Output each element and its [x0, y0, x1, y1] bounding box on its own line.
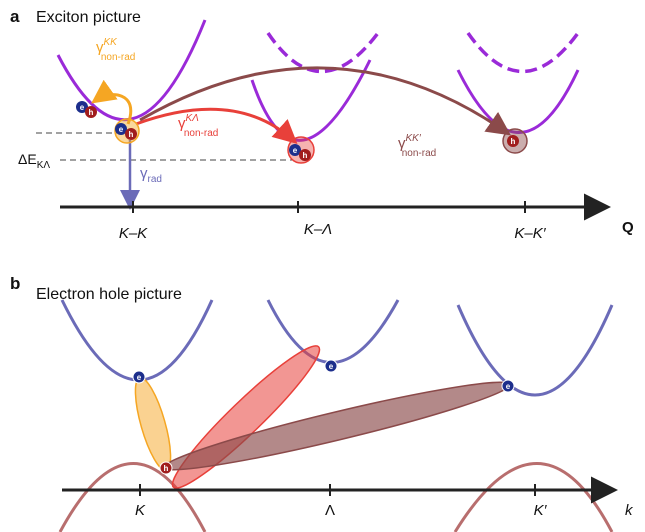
tick-label-kk: K–K — [119, 225, 148, 242]
tick-label-k: K — [135, 502, 146, 519]
electron-lambda: e — [324, 359, 338, 373]
hole-label: h — [89, 108, 94, 117]
axis-label-q: Q — [622, 219, 634, 236]
tick-label-lambda: Λ — [325, 502, 335, 519]
dispersion-kkprime-upper — [466, 31, 580, 74]
hole-dot — [507, 135, 519, 147]
exciton-ellipse-kk — [134, 376, 172, 472]
conduction-band-k — [60, 299, 214, 382]
panel-b-letter: b — [10, 274, 20, 293]
hole-label: h — [164, 464, 169, 473]
dispersion-kkprime — [456, 69, 580, 134]
electron-kprime: e — [501, 379, 515, 393]
eh-pair-kkprime: h — [507, 135, 519, 147]
electron-label: e — [137, 373, 142, 382]
eh-pair-kk: e h — [115, 123, 137, 140]
hole-k: h — [159, 461, 173, 475]
hole-dot — [85, 106, 97, 118]
dispersion-klambda — [250, 59, 372, 142]
eh-pair-upper: e h — [76, 101, 97, 118]
hole-dot — [159, 461, 173, 475]
panel-a-letter: a — [10, 7, 20, 26]
electron-dot — [76, 101, 88, 113]
dispersion-kk — [56, 19, 207, 121]
axis-label-k: k — [625, 502, 634, 519]
electron-label: e — [329, 362, 334, 371]
valence-band-kprime — [453, 462, 614, 532]
label-gamma-rad: γrad — [140, 165, 162, 185]
tick-label-kkprime: K–K′ — [514, 225, 546, 242]
electron-dot — [324, 359, 338, 373]
tick-label-kprime: K′ — [534, 502, 548, 519]
hole-dot — [125, 128, 137, 140]
label-gamma-kk: γKK non-rad — [96, 37, 135, 63]
panel-b: b Electron hole picture e e e h — [10, 274, 634, 532]
arrow-kkprime-nonrad — [139, 66, 511, 136]
valence-band-k — [58, 462, 207, 532]
label-delta-e: ΔEKΛ — [18, 151, 50, 171]
electron-k: e — [132, 370, 146, 384]
electron-dot — [115, 123, 127, 135]
electron-dot — [501, 379, 515, 393]
eh-pair-klambda: e h — [289, 144, 311, 161]
dispersion-klambda-upper — [266, 31, 380, 74]
hole-label: h — [129, 130, 134, 139]
hole-dot — [299, 149, 311, 161]
hole-label: h — [511, 137, 516, 146]
conduction-band-kprime — [456, 304, 614, 397]
conduction-band-lambda — [266, 299, 400, 364]
arrow-kk-nonrad — [91, 79, 133, 125]
electron-label: e — [119, 125, 124, 134]
hole-label: h — [303, 151, 308, 160]
tick-label-klambda: K–Λ — [304, 221, 332, 238]
panel-a-title: Exciton picture — [36, 9, 141, 26]
label-gamma-kkprime: γKK′ non-rad — [398, 133, 436, 159]
electron-dot — [132, 370, 146, 384]
electron-label: e — [80, 103, 85, 112]
exciton-ellipse-klambda — [171, 345, 321, 489]
arrow-klambda-nonrad — [135, 107, 298, 145]
electron-dot — [289, 144, 301, 156]
panel-b-title: Electron hole picture — [36, 286, 182, 303]
label-gamma-klambda: γKΛ non-rad — [178, 113, 218, 139]
panel-a: a Exciton picture e h e h — [10, 7, 634, 242]
electron-label: e — [506, 382, 511, 391]
electron-label: e — [293, 146, 298, 155]
